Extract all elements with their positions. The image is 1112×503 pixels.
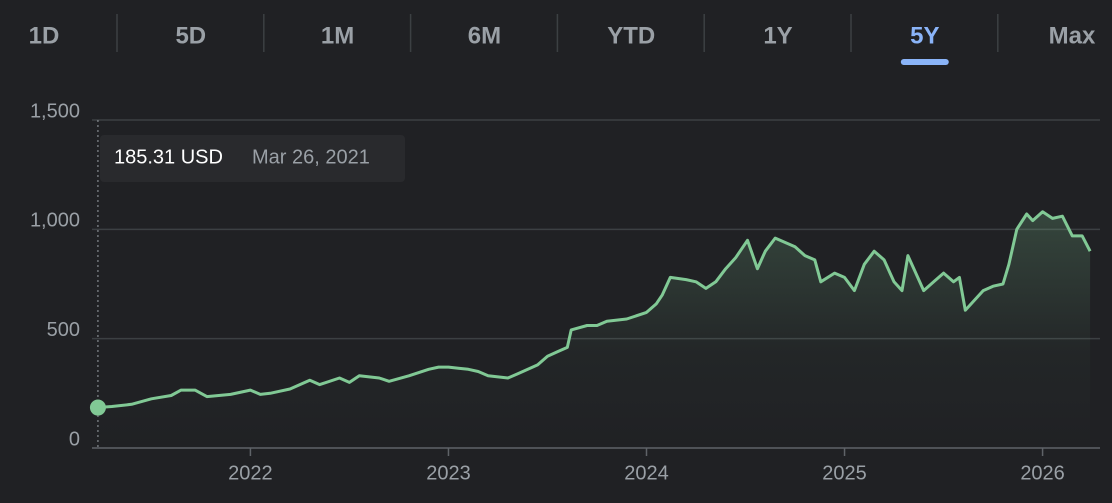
active-tab-indicator xyxy=(900,59,949,65)
tooltip-date: Mar 26, 2021 xyxy=(252,146,370,168)
range-tab[interactable]: 5Y xyxy=(910,22,939,49)
y-tick-label: 500 xyxy=(47,319,80,341)
range-tab[interactable]: 5D xyxy=(175,22,206,49)
tooltip-box xyxy=(100,135,405,182)
hover-point xyxy=(89,399,106,416)
range-tabs: 1D 5D 1M 6M YTD 1Y 5Y Max xyxy=(29,14,1096,65)
area-fill xyxy=(97,211,1091,448)
plot-area: 0 500 1,000 1,500 2022 2023 2024 2025 2026 185.31… xyxy=(30,100,1100,484)
range-tab[interactable]: 1Y xyxy=(763,22,792,49)
y-tick-label: 0 xyxy=(69,428,80,450)
x-tick-label: 2024 xyxy=(624,462,669,484)
range-tab[interactable]: 1D xyxy=(29,22,60,49)
x-tick-label: 2026 xyxy=(1020,462,1065,484)
x-tick-label: 2022 xyxy=(228,462,273,484)
range-tab[interactable]: 6M xyxy=(468,22,501,49)
range-tab[interactable]: YTD xyxy=(607,22,655,49)
x-tick-label: 2023 xyxy=(426,462,471,484)
range-tab[interactable]: Max xyxy=(1049,22,1096,49)
y-tick-label: 1,000 xyxy=(30,210,80,232)
y-tick-label: 1,500 xyxy=(30,100,80,122)
price-line xyxy=(97,210,1092,409)
tooltip-value: 185.31 USD xyxy=(114,146,223,168)
x-tick-label: 2025 xyxy=(822,462,867,484)
range-tab[interactable]: 1M xyxy=(321,22,354,49)
